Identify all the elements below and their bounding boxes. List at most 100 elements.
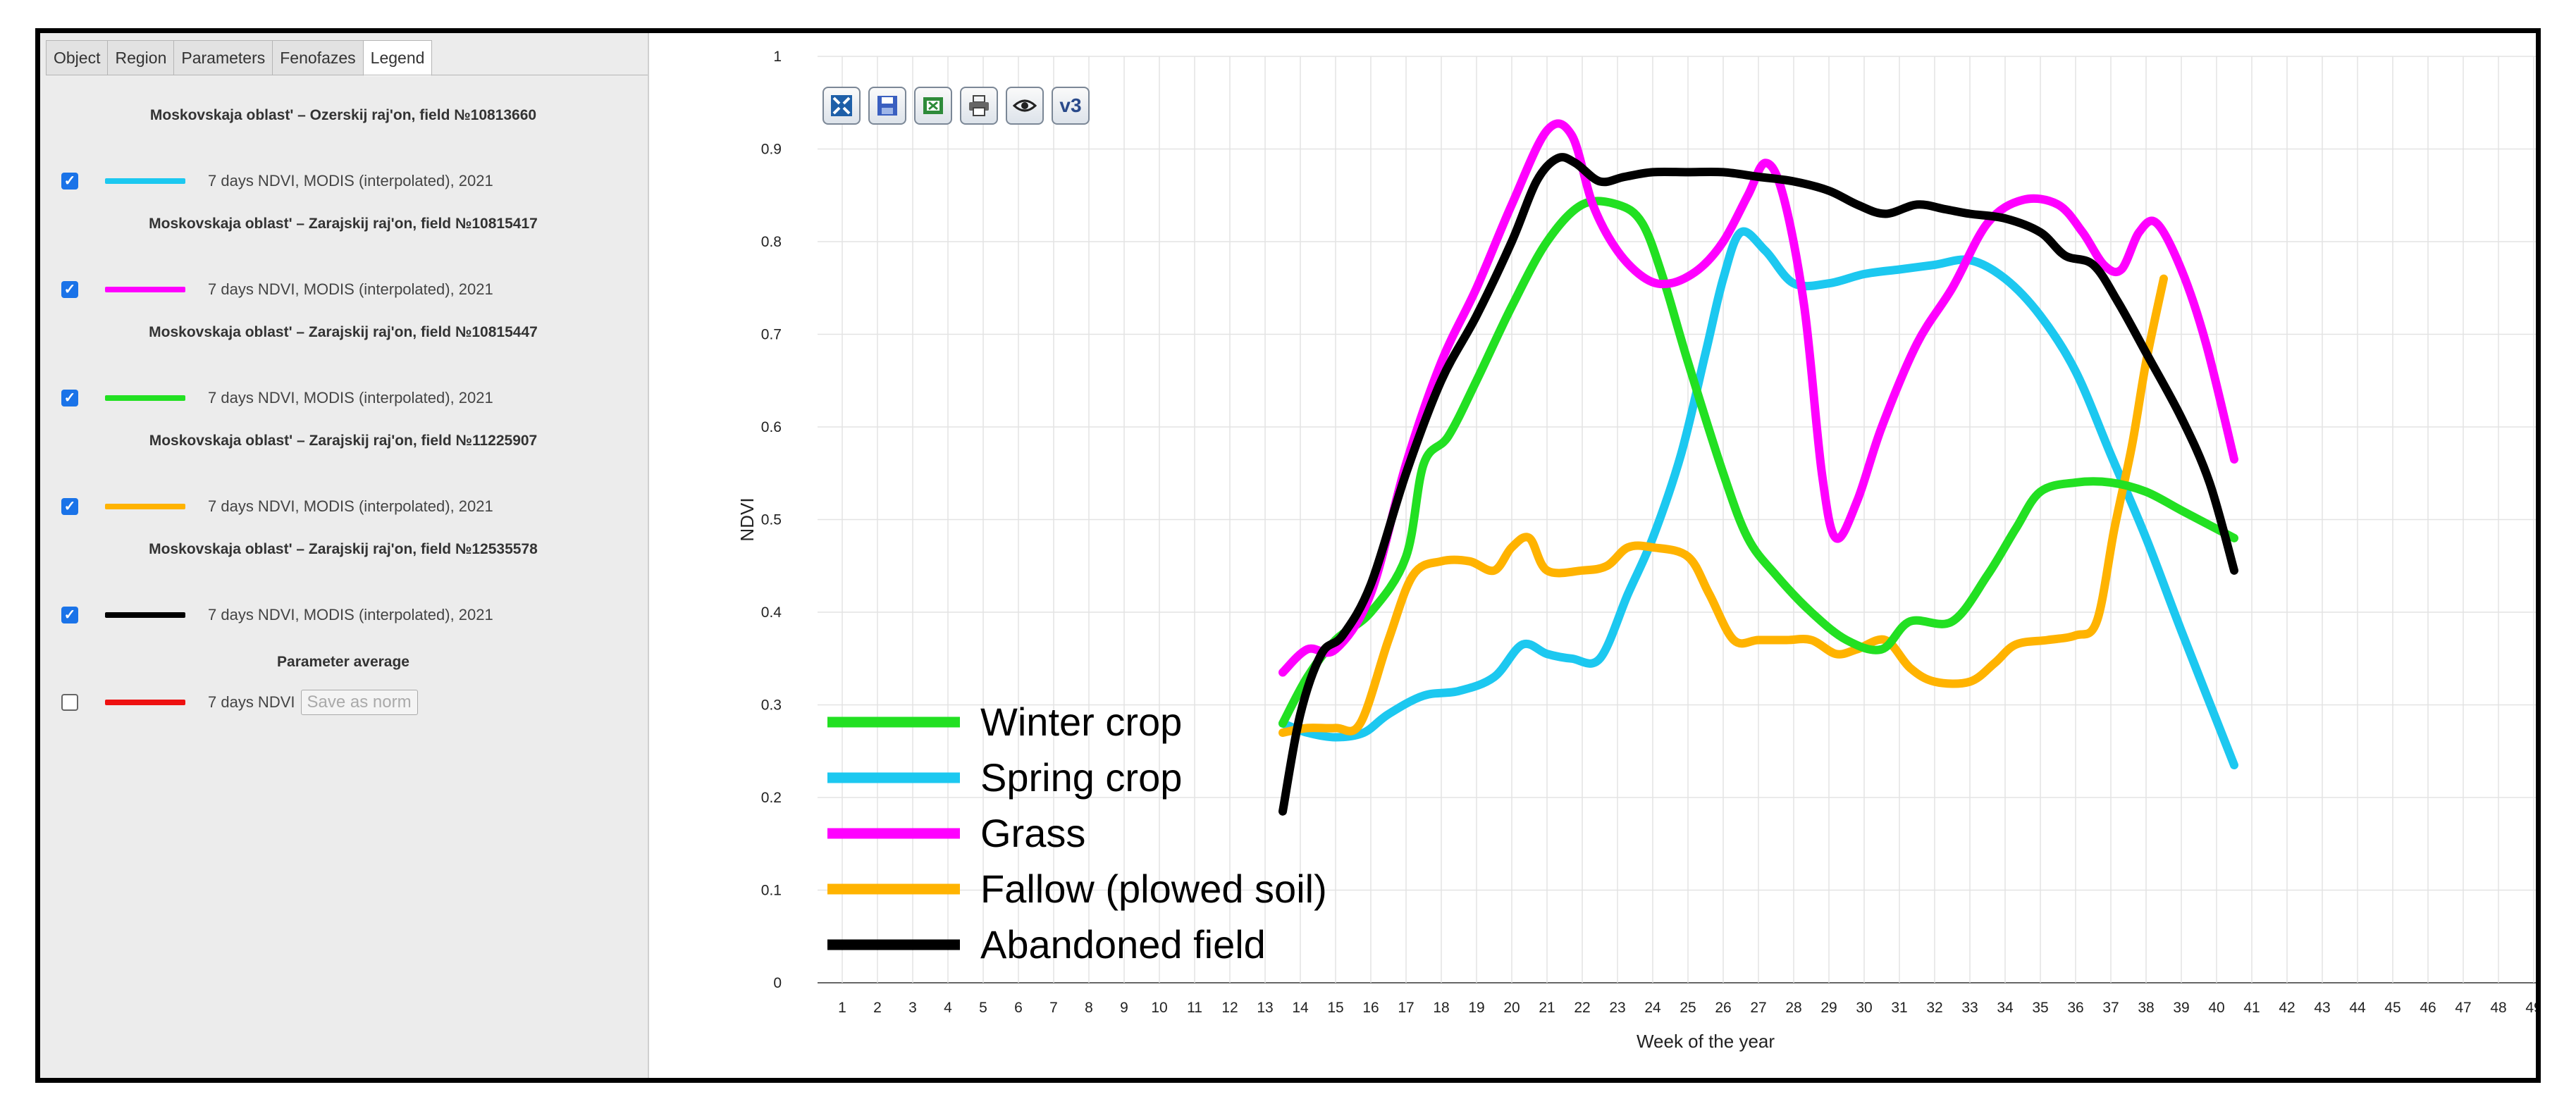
- x-tick-label: 22: [1574, 1000, 1590, 1016]
- y-tick-label: 0.1: [761, 883, 782, 899]
- legend-label: 7 days NDVI, MODIS (interpolated), 2021: [208, 280, 493, 298]
- average-row[interactable]: 7 days NDVI Save as norm: [61, 690, 418, 715]
- excel-icon[interactable]: [914, 87, 952, 125]
- legend-row[interactable]: ✓ 7 days NDVI, MODIS (interpolated), 202…: [61, 385, 493, 411]
- x-tick-label: 28: [1785, 1000, 1801, 1016]
- legend-checkbox[interactable]: ✓: [61, 173, 78, 190]
- x-tick-label: 8: [1085, 1000, 1093, 1016]
- x-tick-label: 43: [2314, 1000, 2330, 1016]
- legend-text: Spring crop: [980, 755, 1182, 800]
- x-tick-label: 27: [1750, 1000, 1766, 1016]
- x-tick-label: 23: [1609, 1000, 1625, 1016]
- legend-field-name: Moskovskaja oblast' – Zarajskij raj'on, …: [149, 324, 538, 340]
- x-tick-label: 32: [1926, 1000, 1942, 1016]
- x-tick-label: 14: [1292, 1000, 1309, 1016]
- x-tick-label: 42: [2279, 1000, 2295, 1016]
- y-tick-label: 0.5: [761, 512, 782, 528]
- legend-checkbox[interactable]: ✓: [61, 390, 78, 406]
- x-tick-label: 48: [2490, 1000, 2506, 1016]
- x-tick-label: 24: [1644, 1000, 1661, 1016]
- x-tick-label: 37: [2102, 1000, 2119, 1016]
- x-tick-label: 9: [1120, 1000, 1128, 1016]
- x-tick-label: 4: [944, 1000, 952, 1016]
- x-tick-label: 5: [979, 1000, 987, 1016]
- legend-row[interactable]: ✓ 7 days NDVI, MODIS (interpolated), 202…: [61, 168, 493, 194]
- collapse-icon[interactable]: [822, 87, 861, 125]
- x-tick-label: 1: [838, 1000, 846, 1016]
- y-axis-label: NDVI: [737, 497, 758, 541]
- legend-swatch: [105, 504, 185, 509]
- x-tick-label: 6: [1014, 1000, 1023, 1016]
- ndvi-chart: 00.10.20.30.40.50.60.70.80.911 2 3 4 5 6 7 8 9 10…: [737, 49, 2536, 1052]
- series-line-spring-crop: [1278, 227, 2238, 769]
- x-tick-label: 3: [908, 1000, 917, 1016]
- tab-bar: Object Region Parameters Fenofazes Legen…: [46, 40, 433, 76]
- x-tick-label: 41: [2243, 1000, 2260, 1016]
- legend-checkbox[interactable]: ✓: [61, 498, 78, 515]
- eye-icon[interactable]: [1006, 87, 1044, 125]
- x-tick-label: 20: [1503, 1000, 1520, 1016]
- legend-label: 7 days NDVI, MODIS (interpolated), 2021: [208, 606, 493, 623]
- legend-text: Winter crop: [980, 700, 1182, 744]
- average-checkbox[interactable]: [61, 694, 78, 711]
- legend-row[interactable]: ✓ 7 days NDVI, MODIS (interpolated), 202…: [61, 494, 493, 519]
- version-icon[interactable]: v3: [1052, 87, 1090, 125]
- y-tick-label: 0: [773, 975, 782, 991]
- series-line-fallow-plowed-soil: [1278, 274, 2168, 737]
- x-tick-label: 10: [1151, 1000, 1167, 1016]
- x-tick-label: 35: [2032, 1000, 2048, 1016]
- legend-checkbox[interactable]: ✓: [61, 607, 78, 623]
- legend-field-name: Moskovskaja oblast' – Ozerskij raj'on, f…: [149, 107, 537, 123]
- chart-toolbar: v3: [822, 87, 1090, 125]
- x-tick-label: 40: [2208, 1000, 2224, 1016]
- y-tick-label: 0.3: [761, 697, 782, 714]
- x-tick-label: 36: [2067, 1000, 2083, 1016]
- tab-parameters[interactable]: Parameters: [173, 40, 273, 75]
- x-tick-label: 25: [1680, 1000, 1696, 1016]
- legend-label: 7 days NDVI, MODIS (interpolated), 2021: [208, 389, 493, 406]
- save-as-norm-button[interactable]: Save as norm: [300, 690, 418, 715]
- print-icon[interactable]: [960, 87, 998, 125]
- x-tick-label: 34: [1997, 1000, 2014, 1016]
- x-tick-label: 29: [1820, 1000, 1837, 1016]
- app-frame: Object Region Parameters Fenofazes Legen…: [35, 28, 2541, 1083]
- legend-field-name: Moskovskaja oblast' – Zarajskij raj'on, …: [149, 541, 538, 557]
- legend-checkbox[interactable]: ✓: [61, 281, 78, 298]
- x-tick-label: 45: [2384, 1000, 2401, 1016]
- x-tick-label: 2: [873, 1000, 882, 1016]
- x-axis-label: Week of the year: [1637, 1031, 1775, 1052]
- legend-swatch: [105, 395, 185, 401]
- side-panel: Object Region Parameters Fenofazes Legen…: [40, 33, 649, 1078]
- x-tick-label: 47: [2455, 1000, 2471, 1016]
- y-tick-label: 0.9: [761, 142, 782, 158]
- legend-row[interactable]: ✓ 7 days NDVI, MODIS (interpolated), 202…: [61, 602, 493, 628]
- x-tick-label: 26: [1715, 1000, 1731, 1016]
- legend-field-name: Moskovskaja oblast' – Zarajskij raj'on, …: [149, 216, 538, 232]
- x-tick-label: 30: [1856, 1000, 1872, 1016]
- x-tick-label: 18: [1433, 1000, 1449, 1016]
- legend-text: Abandoned field: [980, 922, 1266, 967]
- y-tick-label: 1: [773, 49, 782, 65]
- legend-field-name: Moskovskaja oblast' – Zarajskij raj'on, …: [149, 433, 538, 449]
- y-tick-label: 0.6: [761, 419, 782, 435]
- legend-text: Grass: [980, 811, 1085, 855]
- x-tick-label: 15: [1327, 1000, 1343, 1016]
- tab-legend[interactable]: Legend: [362, 40, 433, 76]
- y-tick-label: 0.2: [761, 790, 782, 806]
- legend-label: 7 days NDVI, MODIS (interpolated), 2021: [208, 172, 493, 190]
- tab-object[interactable]: Object: [46, 40, 109, 75]
- average-label: 7 days NDVI: [208, 693, 295, 711]
- x-tick-label: 19: [1468, 1000, 1484, 1016]
- x-tick-label: 49: [2525, 1000, 2536, 1016]
- x-tick-label: 33: [1961, 1000, 1978, 1016]
- legend-row[interactable]: ✓ 7 days NDVI, MODIS (interpolated), 202…: [61, 277, 493, 302]
- legend-swatch: [105, 178, 185, 184]
- tab-fenofazes[interactable]: Fenofazes: [272, 40, 364, 75]
- x-tick-label: 38: [2138, 1000, 2154, 1016]
- y-tick-label: 0.8: [761, 234, 782, 250]
- average-title: Parameter average: [277, 654, 409, 670]
- tab-region[interactable]: Region: [107, 40, 175, 75]
- legend-text: Fallow (plowed soil): [980, 867, 1327, 911]
- average-swatch: [105, 700, 185, 705]
- save-icon[interactable]: [868, 87, 906, 125]
